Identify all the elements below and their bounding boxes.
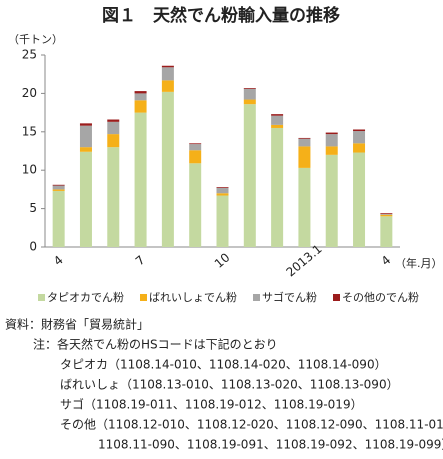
x-tick-label: 4	[379, 253, 394, 269]
bar-segment	[161, 67, 174, 81]
bar-segment	[298, 167, 311, 247]
y-tick-label: 20	[22, 86, 37, 100]
bar-segment	[216, 187, 229, 188]
bar-segment	[107, 119, 120, 122]
bar-segment	[298, 137, 311, 139]
bar-segment	[134, 100, 147, 113]
bar-segment	[107, 121, 120, 135]
bar-segment	[161, 80, 174, 92]
x-tick-label: 4	[51, 253, 66, 269]
bar-segment	[79, 147, 92, 152]
bar-segment	[52, 190, 65, 247]
bar-segment	[79, 123, 92, 126]
bar-segment	[380, 213, 393, 215]
bar-segment	[243, 104, 256, 247]
note-line: サゴ（1108.19-011、1108.19-012、1108.19-019）	[60, 397, 363, 412]
legend-label: タピオカでん粉	[47, 291, 124, 304]
y-tick-label: 25	[22, 48, 37, 62]
bar-segment	[298, 138, 311, 147]
y-axis-label: （千トン）	[8, 33, 63, 46]
legend-swatch	[140, 294, 147, 301]
bar-segment	[325, 132, 338, 135]
bar-segment	[325, 134, 338, 147]
legend-swatch	[38, 294, 45, 301]
note-line: 資料：財務省「貿易統計」	[5, 317, 149, 332]
bar-segment	[189, 144, 202, 151]
bar-segment	[216, 193, 229, 196]
chart-title: 図１ 天然でん粉輸入量の推移	[102, 5, 340, 26]
legend-swatch	[253, 294, 260, 301]
bar-segment	[189, 143, 202, 145]
bar-segment	[325, 146, 338, 155]
bar-segment	[271, 127, 284, 247]
bar-segment	[134, 93, 147, 101]
bar-segment	[161, 91, 174, 247]
bar-segment	[189, 163, 202, 247]
bar-segment	[353, 143, 366, 153]
y-tick-label: 5	[29, 201, 37, 215]
note-line: ばれいしょ（1108.13-010、1108.13-020、1108.13-09…	[60, 378, 399, 392]
bar-segment	[353, 129, 366, 132]
bar-segment	[189, 150, 202, 164]
bar-segment	[353, 152, 366, 247]
bar-segment	[134, 112, 147, 247]
bar-segment	[353, 131, 366, 144]
bar-segment	[380, 214, 393, 217]
x-tick-label: 10	[212, 250, 233, 271]
note-line: タピオカ（1108.14-010、1108.14-020、1108.14-090…	[60, 358, 387, 372]
y-tick-label: 0	[29, 240, 37, 254]
bar-segment	[271, 124, 284, 128]
y-tick-label: 15	[22, 124, 37, 138]
bar-segment	[79, 125, 92, 148]
bar-segment	[79, 151, 92, 247]
legend-swatch	[333, 294, 340, 301]
legend-label: サゴでん粉	[262, 290, 317, 304]
y-tick-label: 10	[22, 163, 37, 177]
bar-segment	[271, 114, 284, 116]
bar-segment	[52, 189, 65, 191]
note-line: その他（1108.12-010、1108.12-020、1108.12-090、…	[60, 418, 443, 432]
bar-segment	[161, 65, 174, 68]
legend-label: ばれいしょでん粉	[149, 291, 237, 304]
bar-segment	[380, 216, 393, 247]
bar-segment	[52, 185, 65, 190]
x-axis-label: （年.月）	[395, 256, 443, 270]
bar-segment	[107, 134, 120, 148]
bar-segment	[134, 91, 147, 94]
bar-segment	[216, 187, 229, 194]
bar-segment	[243, 88, 256, 89]
bar-segment	[325, 154, 338, 247]
bar-segment	[271, 115, 284, 125]
bar-segment	[216, 195, 229, 247]
note-line: 1108.11-090、1108.19-091、1108.19-092、1108…	[98, 438, 443, 452]
bar-segment	[298, 146, 311, 168]
bar-segment	[243, 99, 256, 105]
legend-label: その他のでん粉	[342, 291, 419, 304]
bar-segment	[52, 184, 65, 186]
x-tick-label: 7	[133, 253, 148, 269]
bar-segment	[243, 88, 256, 100]
bar-segment	[107, 147, 120, 247]
bar-segment	[380, 213, 393, 214]
note-line: 注：各天然でん粉のHSコードは下記のとおり	[33, 337, 278, 352]
